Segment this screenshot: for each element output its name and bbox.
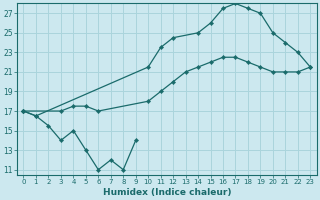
X-axis label: Humidex (Indice chaleur): Humidex (Indice chaleur) (103, 188, 231, 197)
